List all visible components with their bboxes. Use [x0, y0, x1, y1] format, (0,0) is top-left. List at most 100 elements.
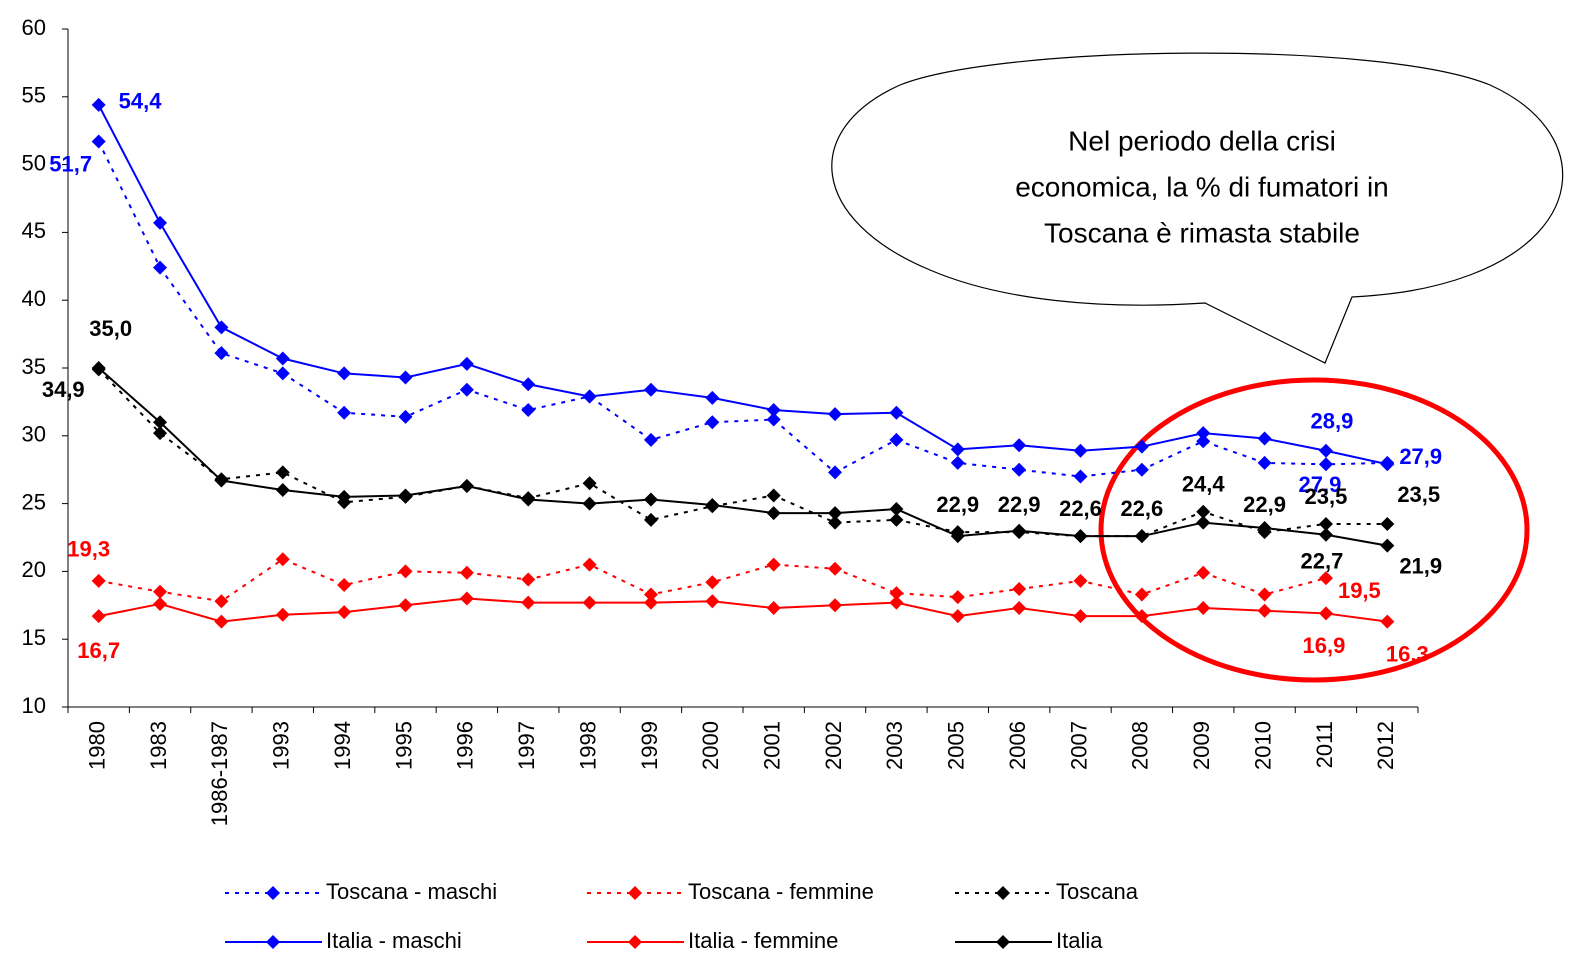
data-label: 21,9	[1399, 553, 1442, 578]
point-marker	[153, 260, 168, 275]
x-tick-label: 1998	[575, 721, 600, 770]
point-marker	[950, 529, 965, 544]
x-tick-label: 1994	[330, 721, 355, 770]
data-label: 22,7	[1301, 549, 1344, 574]
point-marker	[459, 565, 474, 580]
point-marker	[705, 497, 720, 512]
point-marker	[766, 412, 781, 427]
highlight-circle	[1098, 377, 1530, 683]
point-marker	[889, 595, 904, 610]
y-tick-label: 40	[22, 286, 46, 311]
point-marker	[1380, 614, 1395, 629]
x-tick-label: 1983	[146, 721, 171, 770]
point-marker	[582, 595, 597, 610]
point-marker	[337, 489, 352, 504]
point-marker	[91, 573, 106, 588]
point-marker	[1380, 538, 1395, 553]
point-marker	[1380, 457, 1395, 472]
legend-label: Italia - femmine	[688, 928, 838, 953]
data-label: 22,6	[1120, 496, 1163, 521]
point-marker	[1073, 573, 1088, 588]
point-marker	[766, 506, 781, 521]
point-marker	[398, 409, 413, 424]
point-marker	[1196, 426, 1211, 441]
point-marker	[275, 483, 290, 498]
point-marker	[459, 478, 474, 493]
data-label: 34,9	[42, 377, 85, 402]
series-line	[98, 597, 1388, 623]
legend-marker	[628, 935, 642, 949]
data-label: 16,9	[1303, 633, 1346, 658]
point-marker	[705, 390, 720, 405]
series-line	[97, 368, 1388, 538]
point-marker	[1318, 443, 1333, 458]
y-tick-label: 55	[22, 83, 46, 108]
point-marker	[643, 492, 658, 507]
point-marker	[1012, 438, 1027, 453]
point-marker	[153, 426, 168, 441]
point-marker	[1257, 587, 1272, 602]
data-label: 28,9	[1311, 409, 1354, 434]
legend-marker	[996, 886, 1010, 900]
point-marker	[91, 609, 106, 624]
legend-label: Toscana	[1056, 879, 1139, 904]
point-marker	[1012, 582, 1027, 597]
point-marker	[1257, 455, 1272, 470]
data-label: 24,4	[1182, 472, 1226, 497]
data-label: 23,5	[1397, 482, 1440, 507]
point-marker	[889, 512, 904, 527]
data-label: 19,5	[1338, 578, 1381, 603]
point-marker	[889, 432, 904, 447]
point-marker	[1134, 609, 1149, 624]
x-tick-label: 1997	[514, 721, 539, 770]
point-marker	[91, 361, 106, 375]
point-marker	[1257, 521, 1272, 536]
y-tick-label: 15	[22, 625, 46, 650]
point-marker	[1318, 457, 1333, 472]
point-marker	[1196, 434, 1211, 449]
data-label: 19,3	[67, 537, 110, 562]
point-marker	[337, 366, 352, 381]
x-tick-label: 2000	[698, 721, 723, 770]
point-marker	[1196, 504, 1211, 519]
point-marker	[582, 389, 597, 404]
point-marker	[1380, 516, 1395, 531]
point-marker	[582, 476, 597, 491]
point-marker	[275, 351, 290, 366]
point-marker	[337, 605, 352, 620]
point-marker	[275, 607, 290, 622]
point-marker	[828, 506, 843, 521]
series-line	[98, 367, 1388, 547]
point-marker	[275, 366, 290, 381]
point-marker	[1073, 469, 1088, 484]
legend-label: Italia	[1056, 928, 1103, 953]
point-marker	[1318, 516, 1333, 531]
data-label: 27,9	[1299, 472, 1342, 497]
point-marker	[275, 552, 290, 567]
data-label: 22,6	[1059, 496, 1102, 521]
point-marker	[643, 432, 658, 447]
x-tick-label: 2005	[944, 721, 969, 770]
series-line	[97, 104, 1388, 466]
point-marker	[275, 465, 290, 480]
point-marker	[766, 601, 781, 616]
legend-label: Toscana - femmine	[688, 879, 874, 904]
x-tick-label: 1995	[391, 721, 416, 770]
x-tick-label: 1999	[637, 721, 662, 770]
data-label: 23,5	[1305, 484, 1348, 509]
point-marker	[153, 215, 168, 230]
x-tick-label: 1980	[84, 721, 109, 770]
point-marker	[91, 97, 106, 112]
point-marker	[459, 591, 474, 606]
point-marker	[1134, 587, 1149, 602]
point-marker	[1196, 601, 1211, 616]
x-tick-label: 2001	[759, 721, 784, 770]
data-label: 27,9	[1399, 444, 1442, 469]
point-marker	[828, 515, 843, 530]
point-marker	[643, 382, 658, 397]
point-marker	[398, 488, 413, 503]
data-label: 35,0	[89, 316, 132, 341]
data-label: 54,4	[119, 89, 163, 114]
point-marker	[950, 609, 965, 624]
